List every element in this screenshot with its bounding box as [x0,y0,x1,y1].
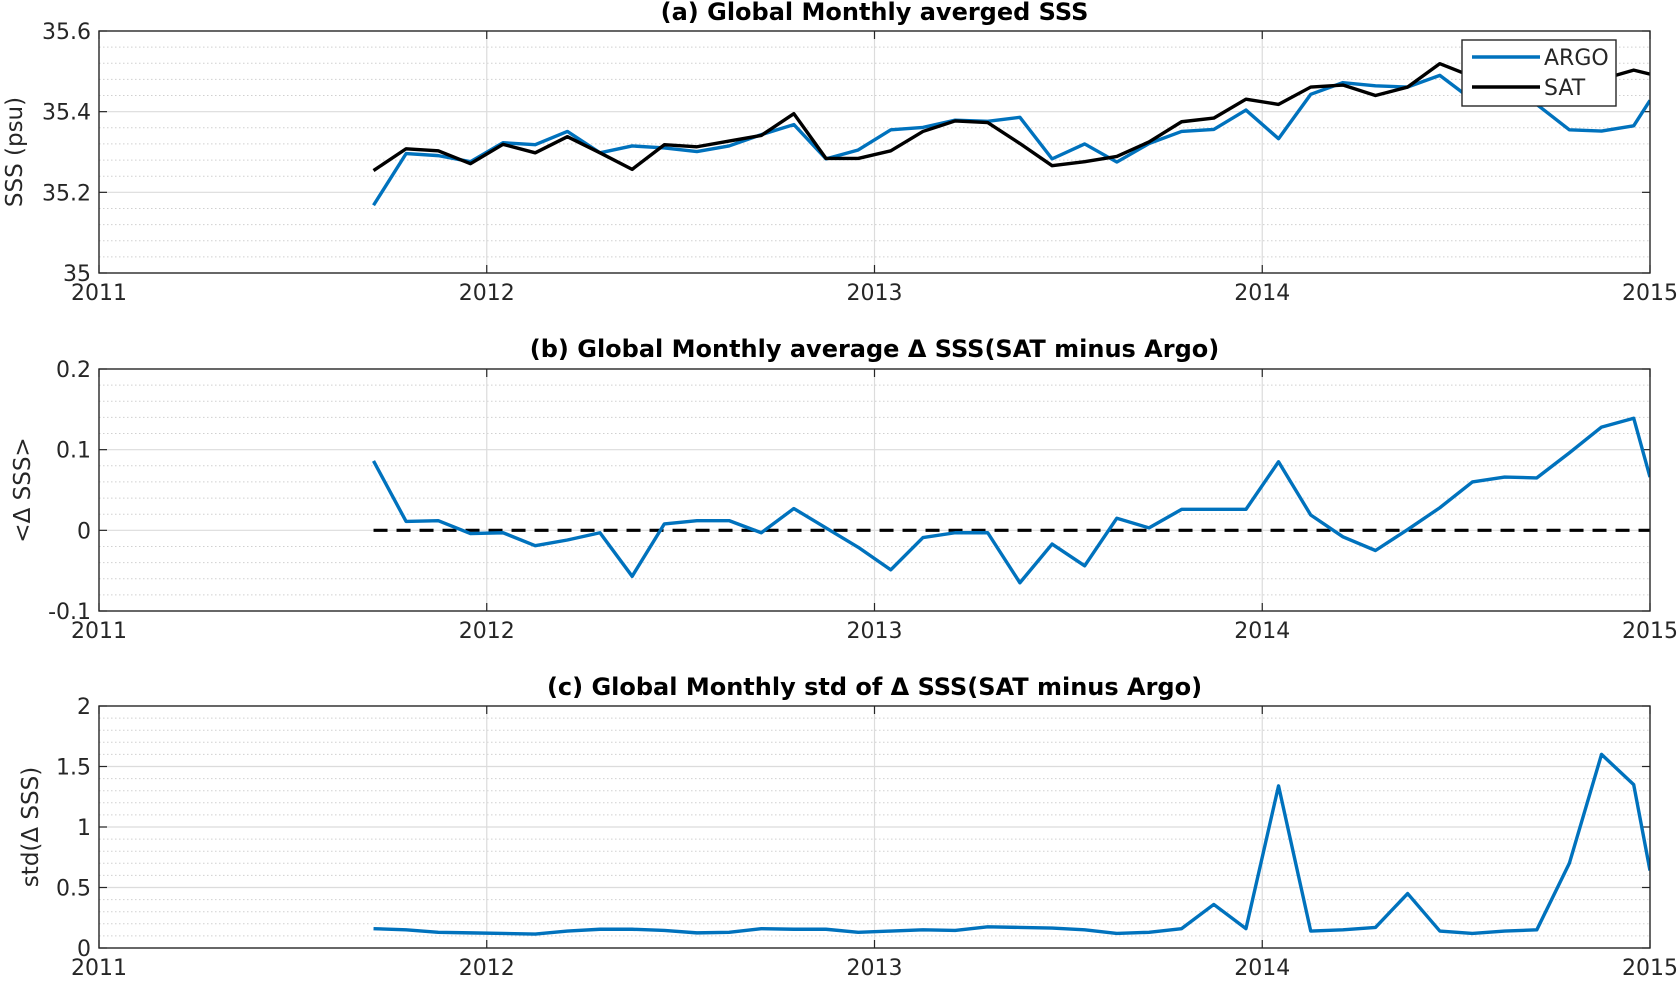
x-tick-label: 2011 [71,281,127,306]
x-tick-label: 2015 [1622,956,1678,981]
axes-box [98,30,1651,274]
series-line-sat [372,61,1650,172]
x-tick-label: 2014 [1234,619,1290,644]
x-tick-label: 2013 [847,956,903,981]
x-tick-label: 2014 [1234,956,1290,981]
x-tick-label: 2012 [459,956,515,981]
chart-title: (a) Global Monthly averged SSS [661,0,1089,26]
y-tick-label: 35.6 [42,20,91,45]
legend-box [1461,39,1617,107]
legend-label: SAT [1544,76,1586,101]
y-axis-label: std(Δ SSS) [18,767,44,887]
x-tick-label: 2011 [71,619,127,644]
y-tick-label: -0.1 [48,600,91,625]
x-tick-label: 2012 [459,281,515,306]
x-tick-label: 2011 [71,956,127,981]
x-tick-label: 2013 [847,281,903,306]
y-tick-label: 0.1 [56,439,91,464]
chart-panel-b: (b) Global Monthly average Δ SSS(SAT min… [10,335,1678,644]
chart-title: (c) Global Monthly std of Δ SSS(SAT minu… [547,673,1202,701]
y-tick-label: 35 [63,262,91,287]
x-tick-label: 2014 [1234,281,1290,306]
x-tick-label: 2015 [1622,619,1678,644]
x-tick-label: 2013 [847,619,903,644]
x-tick-label: 2015 [1622,281,1678,306]
y-tick-label: 35.4 [42,101,91,126]
y-axis-label: SSS (psu) [2,97,28,207]
x-tick-label: 2012 [459,619,515,644]
y-tick-label: 1.5 [56,756,91,781]
y-tick-label: 0 [77,937,91,962]
y-tick-label: 1 [77,816,91,841]
y-tick-label: 0.2 [56,358,91,383]
chart-panel-c: (c) Global Monthly std of Δ SSS(SAT minu… [18,673,1678,981]
legend: ARGO SAT [1461,39,1617,107]
series-line-delta-sss [373,752,1650,936]
y-tick-label: 35.2 [42,181,91,206]
series-line-delta-sss [372,416,1650,585]
y-tick-label: 2 [77,695,91,720]
y-tick-label: 0.5 [56,877,91,902]
chart-panel-a: (a) Global Monthly averged SSS SSS (psu) 3… [2,0,1678,306]
chart-title: (b) Global Monthly average Δ SSS(SAT min… [530,335,1219,363]
y-tick-label: 0 [77,519,91,544]
axes-box [98,705,1651,949]
legend-label: ARGO [1544,46,1609,71]
axes-box [98,368,1651,612]
y-axis-label: <Δ SSS> [10,437,36,542]
